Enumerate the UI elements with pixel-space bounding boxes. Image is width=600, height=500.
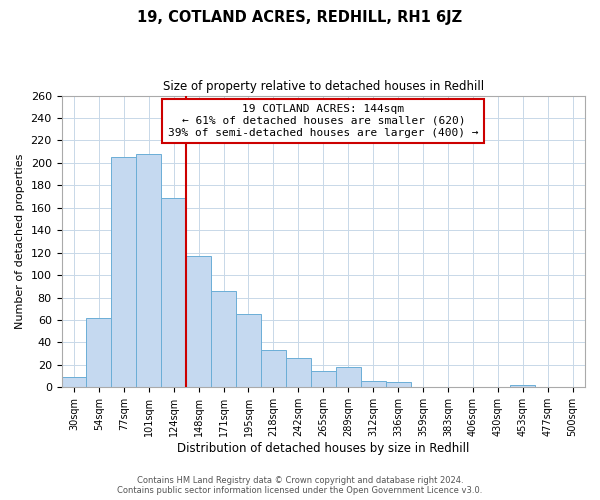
Bar: [161, 198, 186, 388]
Bar: [62, 377, 86, 388]
Bar: [361, 380, 386, 388]
Title: Size of property relative to detached houses in Redhill: Size of property relative to detached ho…: [163, 80, 484, 93]
Bar: [336, 367, 361, 388]
Bar: [136, 154, 161, 388]
Text: Contains HM Land Registry data © Crown copyright and database right 2024.
Contai: Contains HM Land Registry data © Crown c…: [118, 476, 482, 495]
Bar: [286, 358, 311, 388]
Bar: [261, 350, 286, 388]
Bar: [86, 318, 112, 388]
Bar: [510, 385, 535, 388]
Bar: [236, 314, 261, 388]
Bar: [386, 382, 410, 388]
Bar: [211, 291, 236, 388]
Bar: [311, 370, 336, 388]
Text: 19, COTLAND ACRES, REDHILL, RH1 6JZ: 19, COTLAND ACRES, REDHILL, RH1 6JZ: [137, 10, 463, 25]
Bar: [186, 256, 211, 388]
Y-axis label: Number of detached properties: Number of detached properties: [15, 154, 25, 329]
X-axis label: Distribution of detached houses by size in Redhill: Distribution of detached houses by size …: [177, 442, 469, 455]
Bar: [112, 158, 136, 388]
Text: 19 COTLAND ACRES: 144sqm
← 61% of detached houses are smaller (620)
39% of semi-: 19 COTLAND ACRES: 144sqm ← 61% of detach…: [168, 104, 479, 138]
